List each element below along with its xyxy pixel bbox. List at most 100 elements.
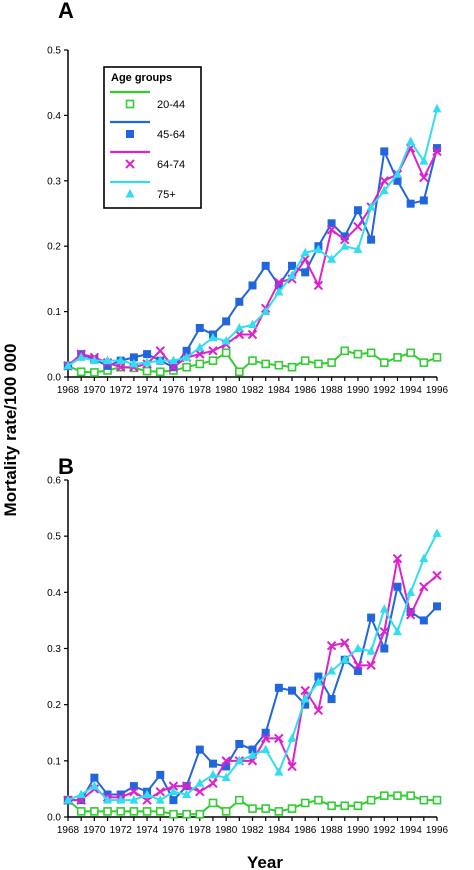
data-point <box>195 359 205 369</box>
data-point <box>235 739 244 748</box>
data-point <box>288 261 297 270</box>
data-point <box>76 352 86 361</box>
data-point <box>261 804 270 813</box>
data-point <box>393 353 402 362</box>
data-point <box>419 196 428 205</box>
data-point <box>221 772 231 782</box>
series-75plus <box>63 103 442 370</box>
data-point <box>313 280 324 291</box>
legend-marker <box>126 130 134 138</box>
data-point <box>393 582 402 591</box>
data-point <box>432 353 442 362</box>
data-point <box>327 254 337 263</box>
x-tick-label: 1988 <box>320 385 343 396</box>
y-tick-label: 0.1 <box>47 756 61 767</box>
x-tick-label: 1996 <box>426 825 449 836</box>
data-point <box>248 750 257 759</box>
data-point <box>379 185 389 195</box>
x-tick-label: 1974 <box>136 385 159 396</box>
data-point <box>155 787 165 797</box>
y-tick-label: 0.0 <box>47 373 61 384</box>
data-point <box>379 791 389 800</box>
data-point <box>406 199 415 208</box>
data-point <box>222 317 231 326</box>
data-point <box>366 646 376 655</box>
data-point <box>208 798 218 808</box>
data-point <box>405 610 416 620</box>
legend-label-45-64: 45-64 <box>157 129 185 141</box>
data-point <box>433 144 441 153</box>
data-point <box>168 355 178 365</box>
data-point <box>248 804 257 813</box>
data-point <box>195 349 205 359</box>
data-point <box>235 297 244 306</box>
y-tick-label: 0.3 <box>47 644 61 655</box>
data-point <box>208 356 218 365</box>
data-point <box>129 787 139 797</box>
legend-label-75plus: 75+ <box>157 189 176 201</box>
x-tick-label: 1968 <box>57 385 80 396</box>
data-point <box>379 626 389 637</box>
data-point <box>248 356 257 365</box>
x-tick-label: 1976 <box>162 825 185 836</box>
data-point <box>90 807 99 816</box>
data-point <box>103 795 113 804</box>
x-tick-label: 1982 <box>241 385 264 396</box>
series-64-74 <box>63 553 442 805</box>
data-point <box>340 638 350 648</box>
data-point <box>116 355 126 365</box>
data-point <box>432 528 442 537</box>
data-point <box>116 362 126 372</box>
data-point <box>208 759 217 768</box>
data-point <box>392 169 402 178</box>
data-point <box>419 616 428 625</box>
data-point <box>327 801 336 811</box>
data-point <box>287 733 297 742</box>
legend-box <box>103 66 202 209</box>
data-point <box>288 686 297 695</box>
data-point <box>300 247 310 257</box>
data-point <box>340 234 350 245</box>
data-point <box>300 694 310 703</box>
data-point <box>142 366 152 376</box>
y-tick-label: 0.5 <box>47 46 61 57</box>
x-tick-label: 1978 <box>189 385 212 396</box>
x-tick-label: 1972 <box>110 385 133 396</box>
x-tick-label: 1972 <box>110 825 133 836</box>
data-point <box>313 705 324 715</box>
data-point <box>432 103 442 113</box>
x-tick-label: 1996 <box>426 385 449 396</box>
data-point <box>222 762 231 771</box>
data-point <box>419 358 429 367</box>
data-point <box>274 767 284 776</box>
data-point <box>169 796 178 805</box>
x-axis-title: Year <box>247 853 283 870</box>
data-point <box>155 795 165 804</box>
data-point <box>142 807 152 816</box>
data-point <box>155 355 165 365</box>
data-point <box>103 355 113 365</box>
data-point <box>406 587 416 596</box>
data-point <box>314 359 323 369</box>
data-point <box>287 761 297 772</box>
data-point <box>103 807 112 816</box>
data-point <box>168 362 179 372</box>
x-tick-label: 1990 <box>347 385 370 396</box>
data-point <box>103 790 112 799</box>
data-point <box>156 770 165 779</box>
data-point <box>195 342 205 352</box>
data-point <box>129 807 139 816</box>
data-point <box>300 356 310 365</box>
data-point <box>366 201 376 211</box>
y-tick-label: 0.3 <box>47 176 61 187</box>
data-point <box>235 795 244 805</box>
x-tick-label: 1986 <box>294 825 317 836</box>
data-point <box>195 745 204 754</box>
series-75plus <box>63 528 442 804</box>
data-point <box>353 349 363 359</box>
data-point <box>247 329 258 340</box>
data-point <box>432 570 442 581</box>
data-point <box>142 789 152 799</box>
y-tick-label: 0.4 <box>47 111 61 122</box>
data-point <box>340 654 350 664</box>
